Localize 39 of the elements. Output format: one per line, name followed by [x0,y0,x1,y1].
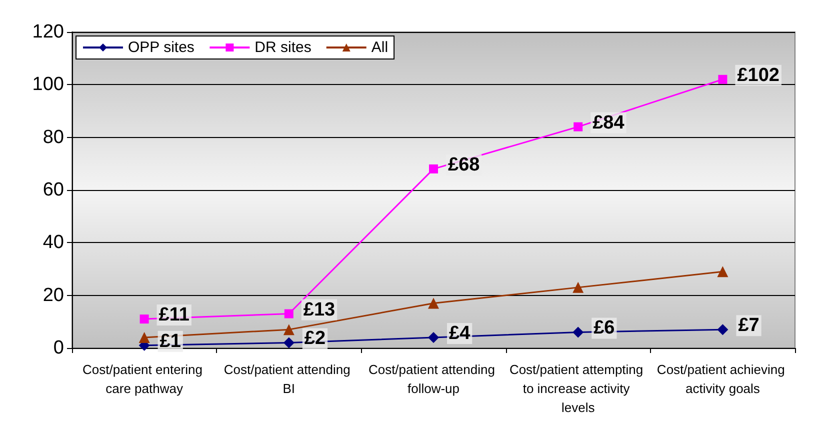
point [138,332,150,343]
data-label: £1 [160,330,182,352]
y-tick-label: 80 [42,126,64,148]
x-tick-label: Cost/patient attending BI [224,362,354,396]
y-tick-label: 40 [42,232,64,254]
y-tick-label: 100 [32,74,64,96]
point [429,164,438,174]
point [428,298,439,309]
legend-label: DR sites [254,39,312,56]
legend-label: All [371,39,388,56]
data-label: £11 [158,304,190,326]
point [574,122,583,132]
x-tick-label: Cost/patient entering care pathway [82,362,206,396]
data-label: £84 [592,112,625,134]
y-tick-label: 20 [42,284,64,306]
point [717,324,728,336]
x-tick-label: Cost/patient attempting to increase activity levels [509,362,647,415]
point [428,332,439,343]
x-tick-label: Cost/patient achieving activity goals [656,362,788,396]
point [140,314,149,324]
data-label: £102 [737,64,780,86]
data-label: £4 [449,322,471,344]
data-label: £2 [304,328,326,350]
point [572,282,584,293]
x-tick-label: Cost/patient attending follow-up [368,362,499,396]
point [717,266,728,278]
point [284,309,294,318]
y-tick-label: 60 [42,180,64,200]
data-label: £68 [448,154,480,176]
point [718,74,728,84]
y-tick-label: 0 [53,338,64,358]
data-label: £7 [738,315,760,336]
point [283,337,294,348]
data-label: £13 [303,299,336,320]
y-tick-label: 120 [32,22,64,42]
point [572,326,584,338]
data-label: £6 [594,318,615,339]
point [283,324,294,336]
legend-label: OPP sites [128,39,194,56]
